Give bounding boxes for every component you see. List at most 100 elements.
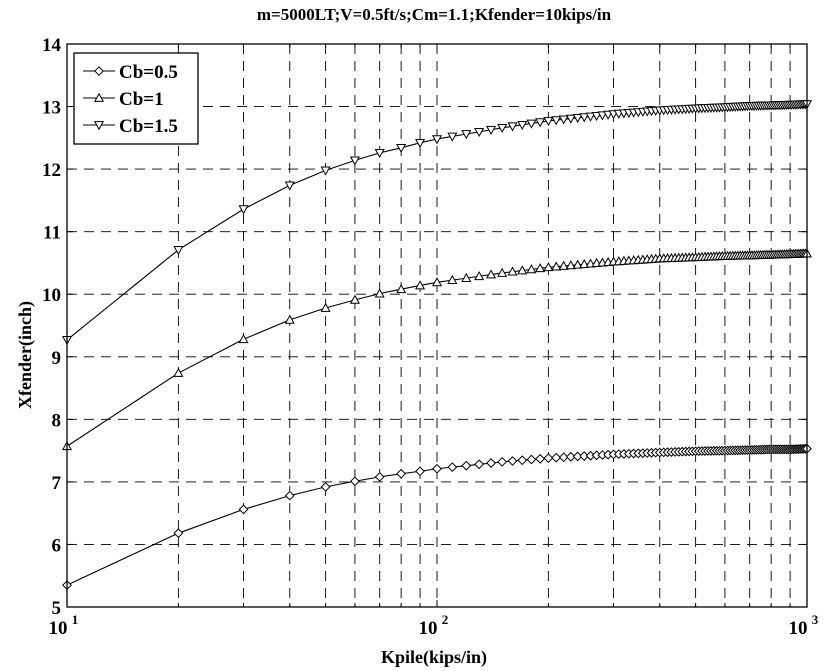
x-tick-exponent: 1 [72, 612, 79, 627]
data-point-marker [374, 471, 385, 482]
data-point-marker [572, 259, 583, 269]
data-point-marker [284, 314, 295, 324]
data-point-marker [238, 205, 249, 215]
data-point-marker [461, 130, 472, 140]
series-Cb=1.5 [61, 100, 813, 346]
y-tick-label: 9 [52, 348, 62, 369]
data-point-marker [535, 453, 546, 464]
data-point-marker [415, 280, 426, 290]
data-point-marker [535, 118, 546, 128]
data-point-marker [558, 260, 569, 270]
data-point-marker [173, 528, 184, 539]
data-point-marker [565, 451, 576, 462]
legend-marker [93, 92, 105, 102]
data-point-marker [526, 264, 537, 274]
data-point-marker [551, 261, 562, 271]
data-point-marker [396, 143, 407, 154]
data-point-marker [461, 460, 472, 471]
series-layer [61, 100, 813, 591]
tick-labels: 5 6 7 8 9 10 11 12 13 14 10 1 10 2 10 3 [42, 35, 819, 639]
data-point-marker [374, 148, 385, 159]
data-point-marker [558, 452, 569, 463]
data-point-marker [349, 156, 360, 166]
data-point-marker [320, 166, 331, 176]
data-point-marker [517, 120, 528, 131]
data-point-marker [238, 504, 249, 515]
y-tick-label: 6 [52, 535, 62, 556]
data-point-marker [461, 272, 472, 282]
y-axis-label: Xfender(inch) [15, 301, 36, 409]
data-point-marker [173, 367, 184, 377]
legend-label: Cb=1 [119, 89, 164, 110]
data-point-marker [396, 283, 407, 294]
data-point-marker [507, 122, 518, 132]
y-tick-label: 11 [43, 223, 61, 244]
data-point-marker [551, 116, 562, 126]
data-point-marker [565, 260, 576, 270]
data-point-marker [551, 452, 562, 463]
data-point-marker [284, 181, 295, 191]
data-point-marker [173, 245, 184, 256]
data-point-marker [591, 111, 602, 122]
data-point-marker [517, 455, 528, 466]
y-tick-label: 8 [52, 410, 62, 431]
data-point-marker [579, 113, 590, 123]
y-tick-label: 10 [42, 285, 61, 306]
data-point-marker [543, 117, 554, 127]
y-tick-label: 14 [42, 35, 62, 56]
data-point-marker [486, 458, 496, 468]
data-point-marker [497, 456, 508, 467]
x-tick-exponent: 3 [812, 612, 819, 627]
series-Cb=1 [61, 248, 813, 451]
data-point-marker [374, 288, 385, 298]
data-point-marker [526, 454, 537, 465]
y-tick-label: 7 [52, 473, 62, 494]
data-point-marker [507, 456, 518, 466]
data-point-marker [415, 138, 426, 149]
data-point-marker [447, 132, 458, 142]
data-point-marker [558, 115, 569, 125]
x-tick-label: 10 [49, 618, 68, 639]
y-tick-label: 5 [52, 598, 62, 619]
data-point-marker [474, 459, 485, 470]
series-Cb=0.5 [62, 443, 812, 591]
legend-label: Cb=1.5 [119, 116, 178, 137]
data-point-marker [535, 263, 546, 273]
data-point-marker [565, 114, 576, 124]
data-point-marker [432, 463, 442, 474]
data-point-marker [396, 468, 407, 479]
y-tick-label: 13 [42, 98, 61, 119]
data-point-marker [572, 113, 583, 124]
data-point-marker [543, 453, 554, 464]
legend: Cb=0.5 Cb=1 Cb=1.5 [73, 52, 199, 145]
data-point-marker [320, 481, 331, 492]
y-tick-label: 12 [42, 160, 61, 181]
legend-marker [94, 66, 104, 76]
data-point-marker [447, 274, 458, 284]
plot-area-frame [66, 43, 808, 608]
data-point-marker [579, 258, 590, 269]
data-point-marker [597, 111, 608, 121]
x-axis-label: Kpile(kips/in) [381, 647, 487, 668]
data-point-marker [585, 112, 596, 122]
data-point-marker [431, 277, 443, 287]
legend-label: Cb=0.5 [119, 62, 178, 83]
data-point-marker [474, 127, 485, 138]
x-tick-label: 10 [419, 618, 438, 639]
data-point-marker [526, 119, 537, 129]
data-point-marker [486, 125, 497, 135]
data-point-marker [284, 490, 295, 501]
data-point-marker [415, 466, 425, 477]
data-point-marker [507, 266, 518, 276]
data-point-marker [320, 302, 331, 312]
data-point-marker [486, 269, 497, 279]
data-point-marker [447, 462, 458, 473]
data-point-marker [543, 262, 554, 272]
data-point-marker [350, 476, 360, 487]
data-point-marker [474, 271, 485, 281]
chart-title: m=5000LT;V=0.5ft/s;Cm=1.1;Kfender=10kips… [257, 5, 612, 24]
data-point-marker [497, 267, 508, 277]
x-tick-exponent: 2 [442, 612, 449, 627]
legend-marker [93, 121, 105, 131]
